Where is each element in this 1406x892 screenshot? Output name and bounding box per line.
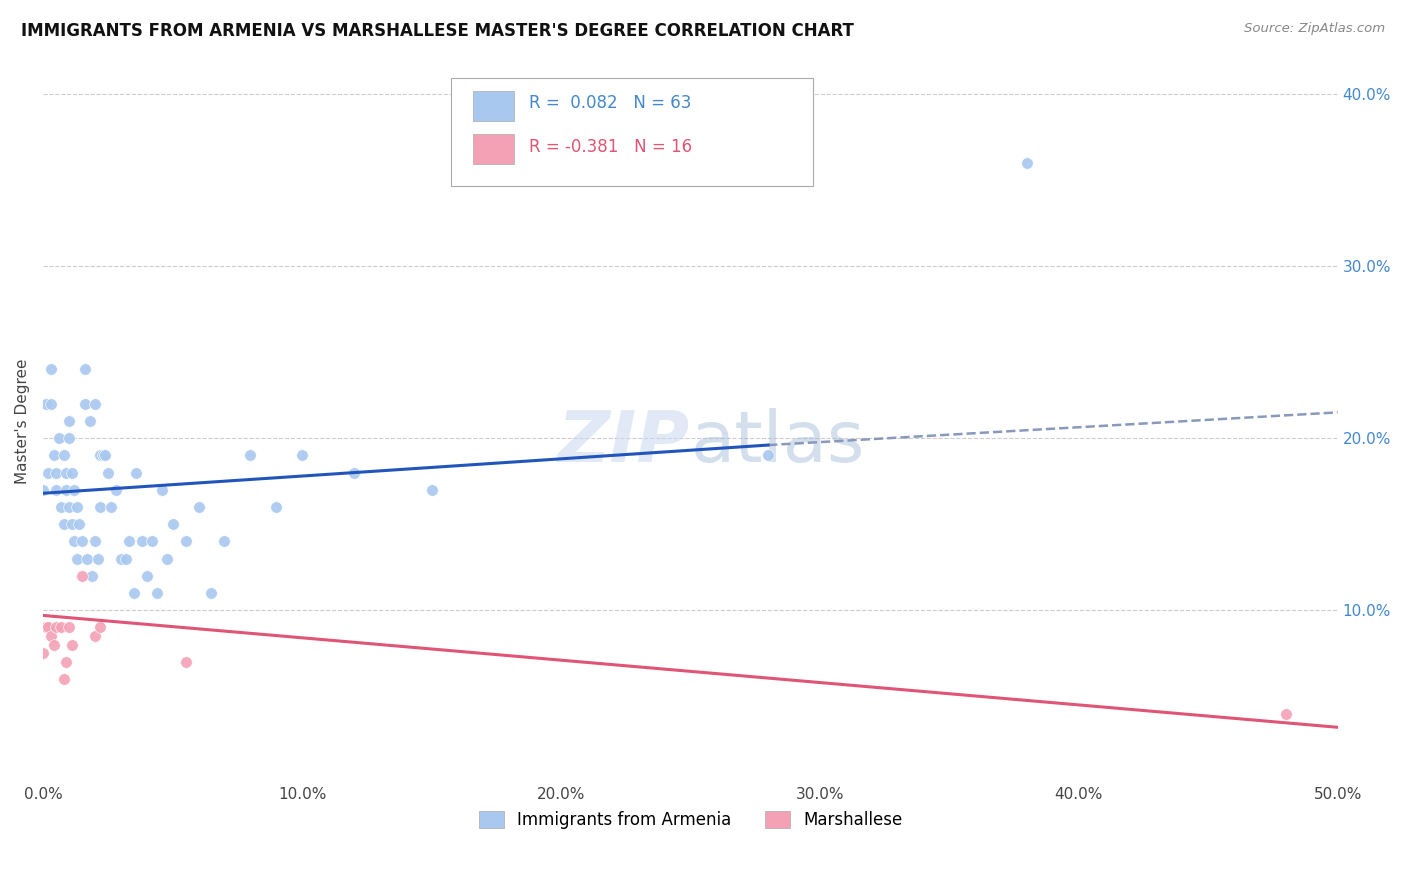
Point <box>84 534 107 549</box>
Point <box>37 466 59 480</box>
Point <box>131 534 153 549</box>
Point <box>51 500 73 514</box>
Point <box>58 620 80 634</box>
Point <box>73 362 96 376</box>
Point <box>35 397 58 411</box>
Point <box>291 449 314 463</box>
Point <box>45 466 67 480</box>
Point <box>70 534 93 549</box>
Point <box>37 620 59 634</box>
Point <box>82 569 104 583</box>
Point <box>63 534 86 549</box>
Point <box>89 620 111 634</box>
Point <box>48 431 70 445</box>
Point <box>39 629 62 643</box>
Point <box>60 517 83 532</box>
Point <box>86 551 108 566</box>
Point <box>60 466 83 480</box>
Point <box>66 500 89 514</box>
Point <box>117 534 139 549</box>
Point <box>63 483 86 497</box>
Point <box>32 646 55 660</box>
Point <box>135 569 157 583</box>
Point <box>420 483 443 497</box>
Point <box>60 638 83 652</box>
Point <box>89 449 111 463</box>
Point <box>52 517 75 532</box>
Point <box>42 638 65 652</box>
Point <box>32 483 55 497</box>
Point <box>174 655 197 669</box>
Point <box>150 483 173 497</box>
Legend: Immigrants from Armenia, Marshallese: Immigrants from Armenia, Marshallese <box>472 804 908 836</box>
Point <box>115 551 138 566</box>
Text: Source: ZipAtlas.com: Source: ZipAtlas.com <box>1244 22 1385 36</box>
Point <box>162 517 184 532</box>
Point <box>264 500 287 514</box>
Point <box>55 483 77 497</box>
Text: R =  0.082   N = 63: R = 0.082 N = 63 <box>529 95 690 112</box>
Point <box>174 534 197 549</box>
Point <box>55 466 77 480</box>
Point <box>200 586 222 600</box>
Point <box>35 620 58 634</box>
Point <box>84 397 107 411</box>
Text: R = -0.381   N = 16: R = -0.381 N = 16 <box>529 137 692 156</box>
Point <box>89 500 111 514</box>
Point <box>141 534 163 549</box>
Point <box>67 517 90 532</box>
Point <box>70 569 93 583</box>
Text: ZIP: ZIP <box>558 409 690 477</box>
Point <box>45 620 67 634</box>
Point <box>84 629 107 643</box>
Point <box>1275 706 1298 721</box>
Point <box>58 500 80 514</box>
Text: IMMIGRANTS FROM ARMENIA VS MARSHALLESE MASTER'S DEGREE CORRELATION CHART: IMMIGRANTS FROM ARMENIA VS MARSHALLESE M… <box>21 22 853 40</box>
Point <box>104 483 127 497</box>
FancyBboxPatch shape <box>472 134 515 164</box>
Point <box>55 655 77 669</box>
Point <box>45 483 67 497</box>
Point <box>214 534 236 549</box>
Point <box>239 449 262 463</box>
Point <box>756 449 779 463</box>
Point <box>343 466 366 480</box>
Point <box>52 449 75 463</box>
Point <box>73 397 96 411</box>
Point <box>146 586 169 600</box>
Text: atlas: atlas <box>690 409 865 477</box>
Point <box>100 500 122 514</box>
Point <box>156 551 179 566</box>
Point <box>42 449 65 463</box>
Point <box>79 414 101 428</box>
Point <box>51 620 73 634</box>
Point <box>122 586 145 600</box>
FancyBboxPatch shape <box>451 78 814 186</box>
Point <box>110 551 132 566</box>
Point <box>1015 156 1038 170</box>
Point <box>66 551 89 566</box>
Point <box>97 466 120 480</box>
Point <box>39 362 62 376</box>
Y-axis label: Master's Degree: Master's Degree <box>15 359 30 483</box>
FancyBboxPatch shape <box>472 91 515 121</box>
Point <box>91 449 114 463</box>
Point <box>125 466 148 480</box>
Point <box>187 500 209 514</box>
Point <box>58 414 80 428</box>
Point <box>52 672 75 686</box>
Point <box>76 551 98 566</box>
Point <box>58 431 80 445</box>
Point <box>94 449 117 463</box>
Point <box>39 397 62 411</box>
